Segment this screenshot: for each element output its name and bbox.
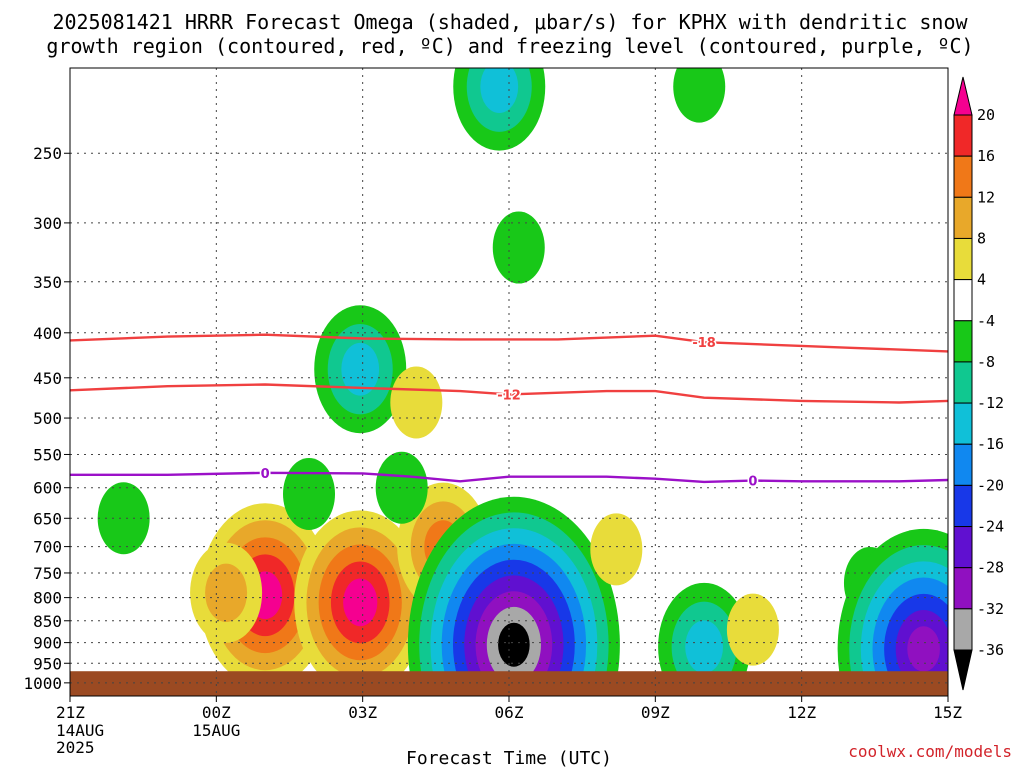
y-tick-label-600: 600 xyxy=(33,479,62,498)
colorbar-bottom-arrow xyxy=(953,649,973,691)
y-tick-label-350: 350 xyxy=(33,273,62,292)
colorbar-label-9: -20 xyxy=(977,476,1004,494)
colorbar-label-10: -24 xyxy=(977,518,1004,536)
colorbar-box-5 xyxy=(953,279,973,322)
x-tick-label-09Z: 09Z xyxy=(641,703,670,722)
omega-feature-16-level-6 xyxy=(907,626,940,672)
omega-feature-13-level-0 xyxy=(590,513,643,586)
colorbar-box-9 xyxy=(953,443,973,486)
omega-feature-1-level-1 xyxy=(205,563,248,623)
colorbar-box-7 xyxy=(953,361,973,404)
omega-feature-2-level-4 xyxy=(343,578,378,627)
colorbar-label-7: -12 xyxy=(977,394,1004,412)
x-axis-label: Forecast Time (UTC) xyxy=(406,748,612,768)
y-tick-label-250: 250 xyxy=(33,144,62,163)
contour-line-2 xyxy=(70,471,948,484)
colorbar-label-5: -4 xyxy=(977,312,995,330)
omega-feature-11-level-0 xyxy=(492,211,545,284)
credit-text: coolwx.com/models xyxy=(848,742,1012,761)
omega-feature-15-level-2 xyxy=(685,620,724,674)
y-tick-label-900: 900 xyxy=(33,634,62,653)
colorbar-label-6: -8 xyxy=(977,353,995,371)
y-tick-label-950: 950 xyxy=(33,654,62,673)
colorbar-label-0: 20 xyxy=(977,106,995,124)
omega-feature-12-level-0 xyxy=(673,68,726,123)
x-tick-sublabel-00Z-0: 15AUG xyxy=(192,721,240,740)
colorbar-label-4: 4 xyxy=(977,271,986,289)
colorbar-top-arrow xyxy=(953,76,973,116)
x-tick-sublabel-21Z-0: 14AUG xyxy=(56,721,104,740)
y-tick-label-750: 750 xyxy=(33,564,62,583)
omega-feature-5-level-0 xyxy=(97,482,150,555)
colorbar-label-8: -16 xyxy=(977,435,1004,453)
contour-line-0 xyxy=(70,333,948,353)
contour-label-0: -18 xyxy=(692,336,716,351)
y-tick-label-650: 650 xyxy=(33,509,62,528)
colorbar-box-12 xyxy=(953,567,973,610)
y-tick-label-700: 700 xyxy=(33,538,62,557)
colorbar-label-11: -28 xyxy=(977,559,1004,577)
y-tick-label-550: 550 xyxy=(33,445,62,464)
omega-shading xyxy=(97,68,948,696)
x-tick-label-21Z: 21Z xyxy=(56,703,85,722)
x-tick-label-06Z: 06Z xyxy=(495,703,524,722)
contour-label-2-b: 0 xyxy=(748,475,757,490)
omega-feature-6-level-0 xyxy=(283,458,336,531)
colorbar-label-2: 12 xyxy=(977,188,995,206)
colorbar-box-10 xyxy=(953,484,973,528)
x-tick-label-03Z: 03Z xyxy=(348,703,377,722)
omega-feature-4-level-8 xyxy=(498,622,530,667)
x-tick-label-15Z: 15Z xyxy=(933,703,962,722)
colorbar-box-4 xyxy=(953,237,973,281)
colorbar-box-1 xyxy=(953,114,973,157)
y-tick-label-400: 400 xyxy=(33,324,62,343)
contour-label-2: 0 xyxy=(261,467,270,482)
chart-title-line-1: 2025081421 HRRR Forecast Omega (shaded, … xyxy=(52,10,968,34)
colorbar-label-13: -36 xyxy=(977,641,1004,659)
omega-feature-10-level-2 xyxy=(480,68,519,114)
contour-line-1 xyxy=(70,383,948,404)
y-tick-label-300: 300 xyxy=(33,214,62,233)
colorbar-label-3: 8 xyxy=(977,229,986,247)
x-tick-sublabel-21Z-1: 2025 xyxy=(56,738,95,757)
pressure-axis: 250 300 350 400 450 500 550 600 650 700 750 800 850 9… xyxy=(23,144,70,693)
contour-label-1: -12 xyxy=(497,388,521,403)
colorbar-box-11 xyxy=(953,526,973,569)
x-tick-label-12Z: 12Z xyxy=(787,703,816,722)
colorbar-box-3 xyxy=(953,196,973,239)
colorbar-label-1: 16 xyxy=(977,147,995,165)
omega-feature-7-level-0 xyxy=(375,451,428,524)
y-tick-label-1000: 1000 xyxy=(23,674,62,693)
omega-feature-9-level-0 xyxy=(390,366,443,439)
y-tick-label-450: 450 xyxy=(33,369,62,388)
colorbar: 20 16 12 8 4 -4 -8 -12 -16 -20 -24 -28 -32 -36 xyxy=(953,76,1004,691)
chart-title-line-2: growth region (contoured, red, ºC) and f… xyxy=(46,34,973,58)
y-tick-label-500: 500 xyxy=(33,409,62,428)
omega-feature-17-level-0 xyxy=(726,593,779,666)
colorbar-label-12: -32 xyxy=(977,600,1004,618)
y-tick-label-850: 850 xyxy=(33,612,62,631)
colorbar-box-8 xyxy=(953,402,973,445)
omega-feature-8-level-2 xyxy=(341,342,380,396)
colorbar-box-13 xyxy=(953,608,973,651)
colorbar-box-2 xyxy=(953,155,973,198)
y-tick-label-800: 800 xyxy=(33,589,62,608)
colorbar-box-6 xyxy=(953,320,973,363)
x-tick-label-00Z: 00Z xyxy=(202,703,231,722)
temperature-contours: -18 -12 0 0 xyxy=(70,333,948,491)
